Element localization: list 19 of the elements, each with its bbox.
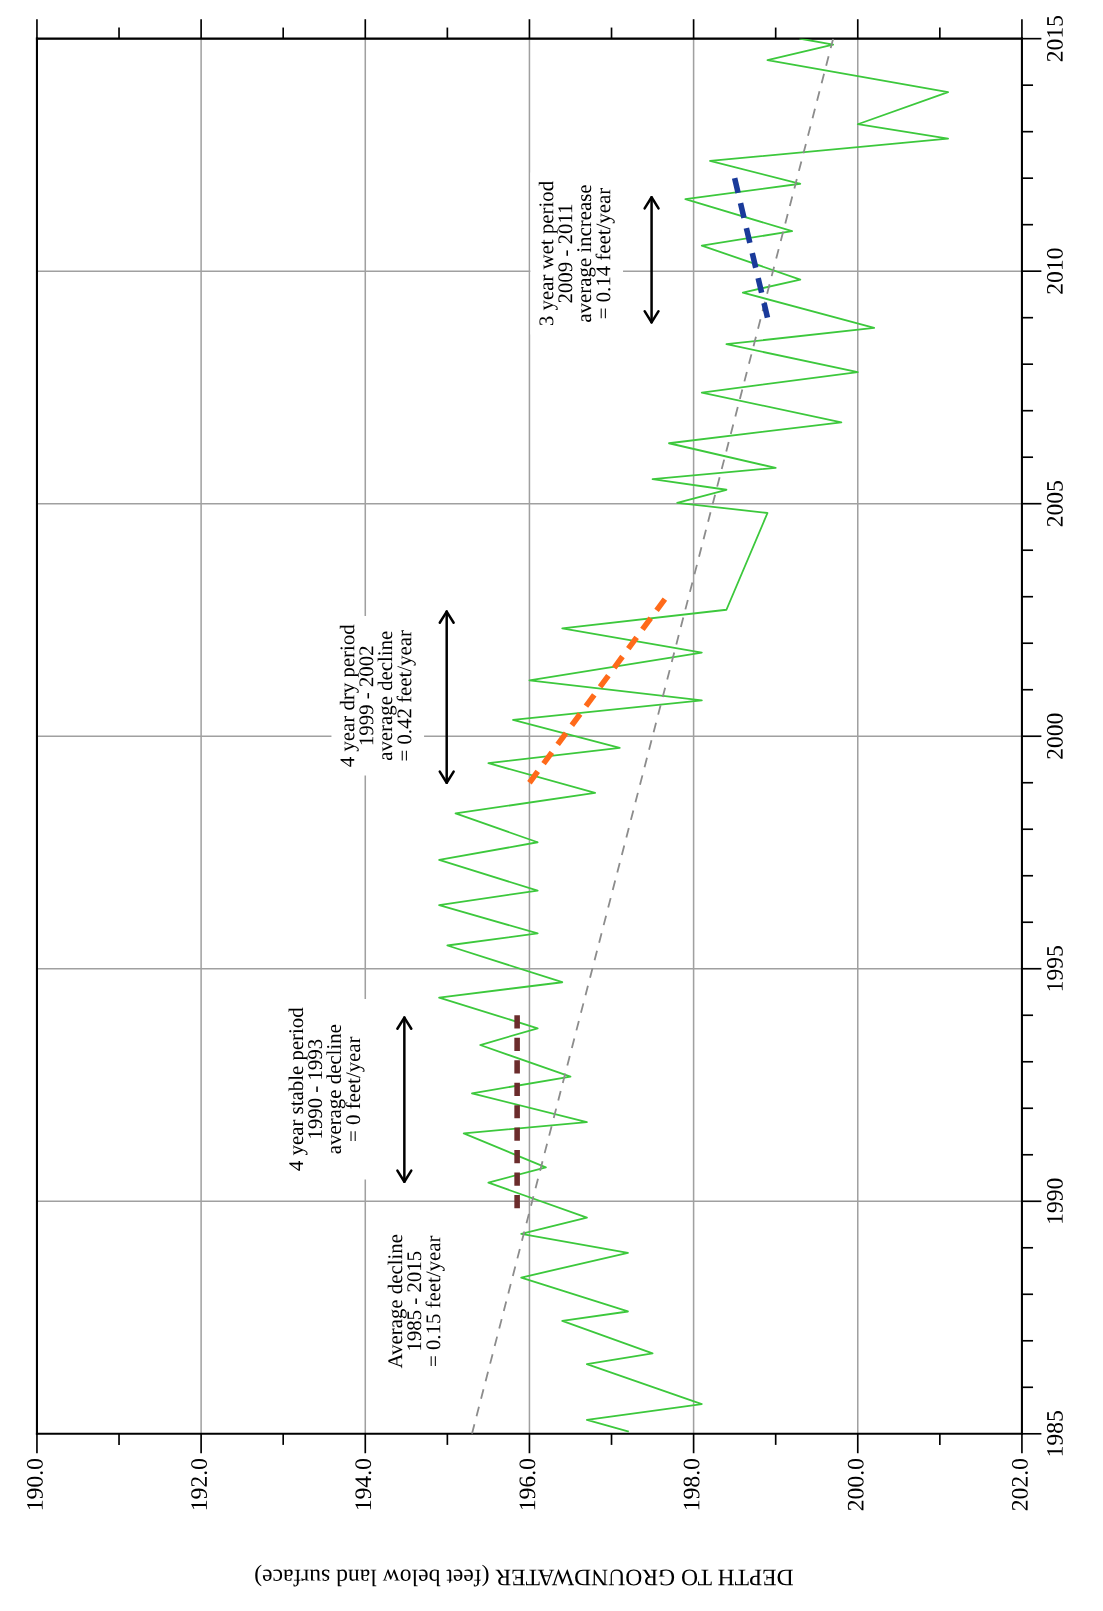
- x-tick-label: 200.0: [847, 1459, 864, 1511]
- y-tick-label: 2010: [1046, 248, 1063, 294]
- x-tick-label: 202.0: [1011, 1459, 1028, 1511]
- annotation: 4 year stable period 1990 - 1993 average decline = 0 feet/year: [288, 1007, 365, 1171]
- annotation: 4 year dry period 1999 - 2002 average decline = 0.42 feet/year: [339, 624, 416, 767]
- annotation: Average decline 1985 - 2015 = 0.15 feet/year: [387, 1234, 445, 1369]
- y-tick-label: 2015: [1046, 15, 1063, 62]
- x-tick-label: 198.0: [683, 1459, 700, 1510]
- x-tick-label: 192.0: [191, 1459, 208, 1510]
- x-tick-label: 196.0: [519, 1459, 536, 1510]
- y-tick-label: 2005: [1046, 481, 1063, 527]
- x-axis-title: DEPTH TO GROUNDWATER (feet below land surface): [255, 1564, 793, 1587]
- x-tick-label: 190.0: [26, 1459, 43, 1510]
- y-tick-label: 2000: [1046, 713, 1063, 759]
- x-tick-label: 194.0: [355, 1459, 372, 1510]
- y-tick-label: 1985: [1046, 1411, 1063, 1456]
- y-tick-label: 1990: [1046, 1178, 1063, 1223]
- y-tick-label: 1995: [1046, 946, 1063, 991]
- annotation: 3 year wet period 2009 - 2011 average increase = 0.14 feet/year: [538, 181, 615, 326]
